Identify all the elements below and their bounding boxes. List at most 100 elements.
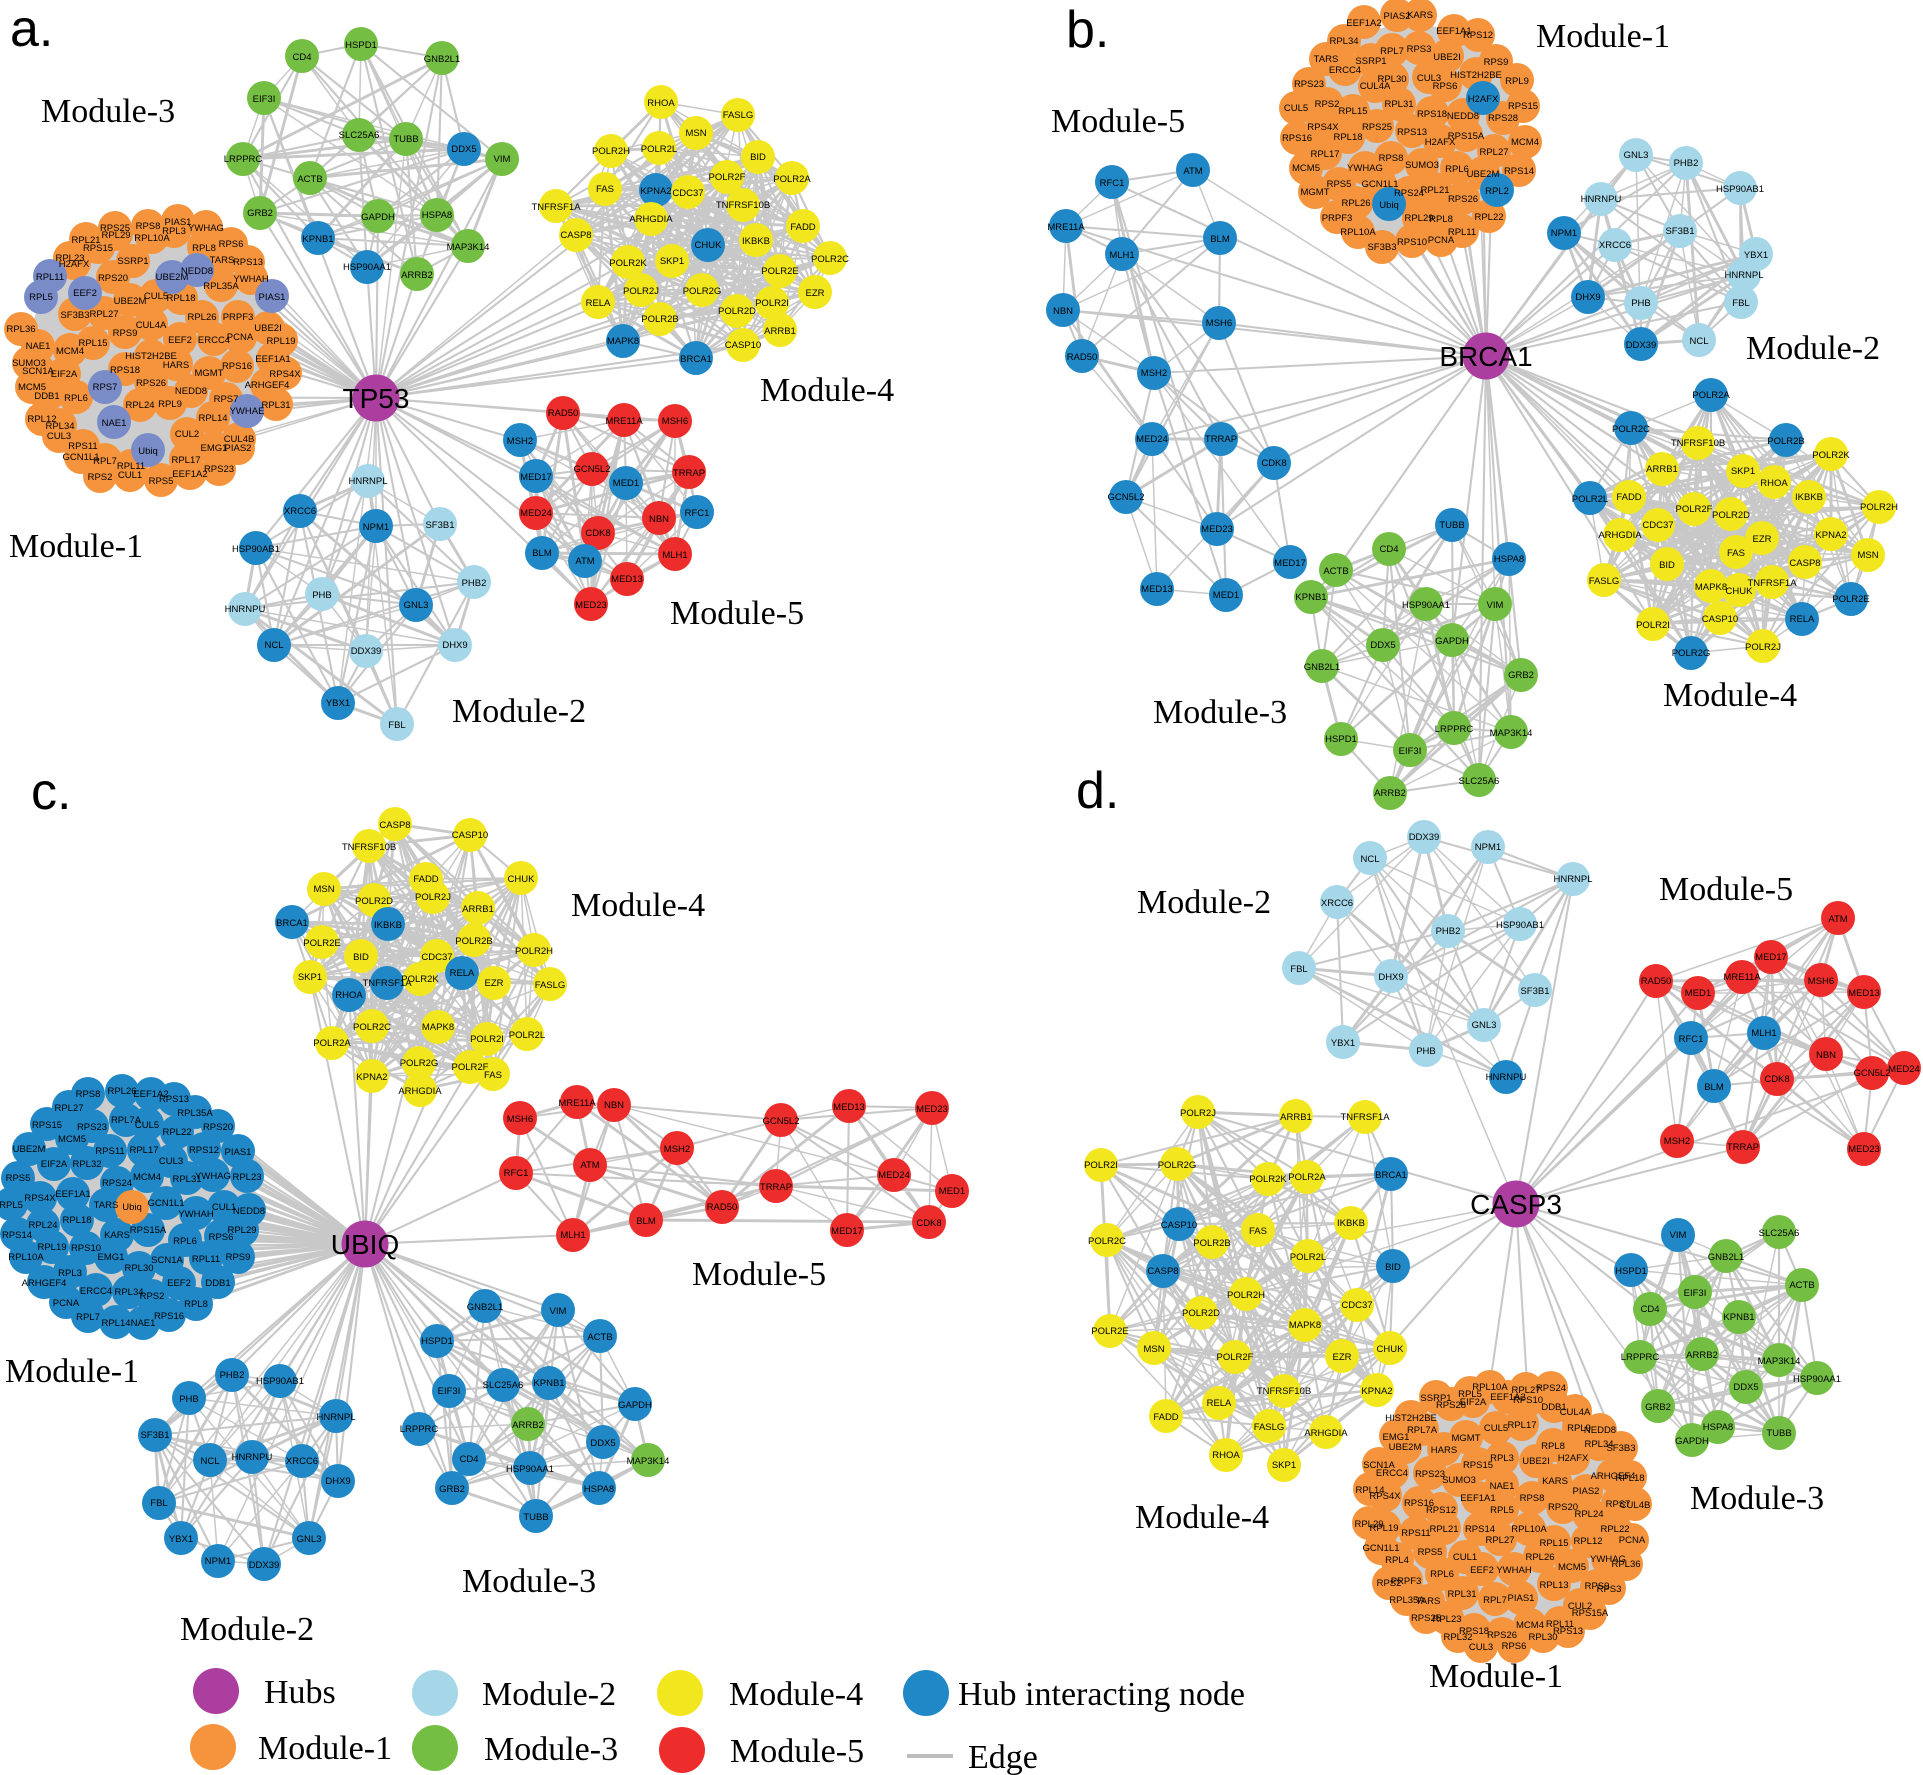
svg-text:POLR2C: POLR2C (1088, 1236, 1126, 1247)
svg-text:RPL19: RPL19 (266, 336, 295, 347)
svg-text:POLR2H: POLR2H (515, 946, 553, 957)
svg-text:HARS: HARS (1431, 1445, 1457, 1456)
svg-text:EIF3I: EIF3I (1399, 746, 1422, 757)
svg-text:Hubs: Hubs (264, 1674, 336, 1711)
svg-text:RPL7A: RPL7A (111, 1115, 142, 1126)
svg-text:POLR2D: POLR2D (1182, 1308, 1220, 1319)
svg-text:ERCC4: ERCC4 (80, 1286, 112, 1297)
svg-text:EIF2A: EIF2A (41, 1159, 68, 1170)
svg-text:POLR2F: POLR2F (452, 1062, 489, 1073)
svg-text:ARHGDIA: ARHGDIA (1304, 1428, 1348, 1439)
svg-text:GNL3: GNL3 (404, 600, 429, 611)
svg-text:RPL6: RPL6 (1430, 1569, 1454, 1580)
svg-text:DDB1: DDB1 (34, 391, 59, 402)
svg-text:PIAS2: PIAS2 (1384, 11, 1411, 22)
svg-text:EEF2: EEF2 (167, 1278, 191, 1289)
svg-text:DDX5: DDX5 (590, 1438, 615, 1449)
svg-text:PHB: PHB (312, 590, 332, 601)
svg-text:CUL2: CUL2 (1568, 1601, 1592, 1612)
svg-text:RPL29: RPL29 (1404, 213, 1433, 224)
svg-text:H2AFX: H2AFX (1468, 94, 1499, 105)
svg-text:HSP90AA1: HSP90AA1 (343, 262, 391, 273)
svg-text:RPS6: RPS6 (1502, 1641, 1527, 1652)
svg-text:UBE2I: UBE2I (1433, 52, 1460, 63)
svg-text:MED24: MED24 (1888, 1064, 1920, 1075)
svg-text:NBN: NBN (1053, 306, 1073, 317)
svg-text:ARHGEF4: ARHGEF4 (22, 1278, 67, 1289)
svg-text:RHOA: RHOA (1212, 1450, 1240, 1461)
svg-text:CDC37: CDC37 (672, 188, 703, 199)
svg-text:RPS10: RPS10 (1397, 237, 1427, 248)
svg-text:RPS16: RPS16 (222, 361, 252, 372)
svg-text:TUBB: TUBB (523, 1512, 548, 1523)
svg-text:YBX1: YBX1 (1744, 250, 1768, 261)
svg-text:YBX1: YBX1 (1331, 1038, 1355, 1049)
svg-text:Module-2: Module-2 (1746, 330, 1880, 367)
svg-text:MSH6: MSH6 (1206, 318, 1232, 329)
svg-text:TNFRSF1A: TNFRSF1A (531, 202, 581, 213)
svg-text:RPL14: RPL14 (1355, 1485, 1384, 1496)
svg-text:RPS9: RPS9 (1484, 57, 1509, 68)
svg-text:RPL18: RPL18 (1615, 1473, 1644, 1484)
svg-text:RPL22: RPL22 (1474, 212, 1503, 223)
svg-text:POLR2G: POLR2G (1672, 648, 1711, 659)
svg-text:RFC1: RFC1 (504, 1168, 529, 1179)
svg-text:MRE11A: MRE11A (605, 416, 643, 427)
svg-text:POLR2K: POLR2K (609, 258, 647, 269)
svg-text:PHB: PHB (179, 1394, 199, 1405)
svg-text:CDK8: CDK8 (1261, 458, 1286, 469)
svg-text:CASP3: CASP3 (1470, 1189, 1562, 1220)
svg-text:CASP10: CASP10 (725, 340, 761, 351)
svg-text:GCN1L1: GCN1L1 (148, 1198, 185, 1209)
svg-text:RPS5: RPS5 (6, 1173, 31, 1184)
svg-text:HSPA8: HSPA8 (584, 1484, 614, 1495)
svg-text:RPS20: RPS20 (203, 1122, 233, 1133)
svg-text:UBE2M: UBE2M (13, 1144, 46, 1155)
svg-text:EEF1A1: EEF1A1 (255, 354, 290, 365)
svg-text:GCN1L1: GCN1L1 (1362, 179, 1399, 190)
svg-text:RPL17: RPL17 (129, 1145, 158, 1156)
svg-text:PHB2: PHB2 (1674, 158, 1699, 169)
svg-text:ATM: ATM (580, 1160, 599, 1171)
svg-text:RPL17: RPL17 (1507, 1420, 1536, 1431)
svg-text:NBN: NBN (1816, 1050, 1836, 1061)
svg-text:NEDD8: NEDD8 (181, 266, 213, 277)
svg-text:Module-1: Module-1 (5, 1353, 139, 1390)
svg-text:FADD: FADD (1616, 492, 1641, 503)
svg-text:SKP1: SKP1 (1731, 466, 1755, 477)
svg-text:FASLG: FASLG (723, 110, 754, 121)
svg-text:HSPD1: HSPD1 (1325, 734, 1357, 745)
svg-text:RPS23: RPS23 (1294, 79, 1324, 90)
svg-text:BID: BID (1659, 560, 1675, 571)
svg-text:NAE1: NAE1 (102, 418, 127, 429)
svg-text:POLR2K: POLR2K (1812, 450, 1850, 461)
svg-text:Module-2: Module-2 (1137, 884, 1271, 921)
svg-text:POLR2L: POLR2L (641, 144, 677, 155)
svg-text:RPS18: RPS18 (1459, 1626, 1489, 1637)
svg-text:POLR2E: POLR2E (1832, 594, 1870, 605)
svg-text:CHUK: CHUK (508, 874, 536, 885)
svg-text:RAD50: RAD50 (707, 1202, 738, 1213)
svg-text:MED23: MED23 (575, 600, 607, 611)
svg-text:UBE2I: UBE2I (254, 323, 281, 334)
svg-text:RPS4X: RPS4X (1307, 122, 1339, 133)
svg-text:EIF2A: EIF2A (1460, 1397, 1487, 1408)
svg-text:FADD: FADD (413, 874, 438, 885)
svg-text:RPL27: RPL27 (1511, 1385, 1540, 1396)
svg-text:FBL: FBL (388, 720, 405, 731)
svg-text:SUMO3: SUMO3 (1442, 1475, 1476, 1486)
svg-text:VIM: VIM (1487, 600, 1504, 611)
svg-text:RPS23: RPS23 (77, 1122, 107, 1133)
svg-text:RPS2: RPS2 (88, 472, 113, 483)
svg-text:RPL24: RPL24 (28, 1220, 57, 1231)
svg-text:GNB2L1: GNB2L1 (1304, 662, 1340, 673)
svg-text:MSN: MSN (1143, 1344, 1164, 1355)
svg-text:GAPDH: GAPDH (1435, 636, 1469, 647)
svg-text:RPS18: RPS18 (1417, 109, 1447, 120)
svg-text:RPL23: RPL23 (232, 1172, 261, 1183)
svg-text:ATM: ATM (1828, 914, 1847, 925)
svg-text:RPS11: RPS11 (1401, 1528, 1430, 1539)
svg-text:MCM5: MCM5 (58, 1134, 86, 1145)
svg-text:RPL35A: RPL35A (177, 1108, 213, 1119)
svg-text:MED24: MED24 (878, 1170, 910, 1181)
